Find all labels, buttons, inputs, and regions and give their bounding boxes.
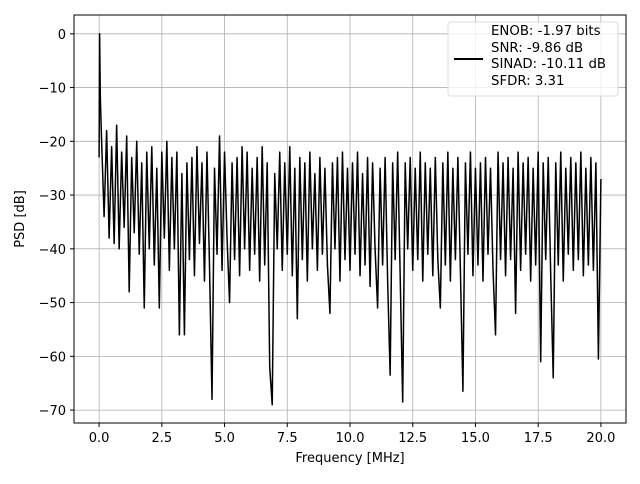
y-tick-label: −60 xyxy=(39,350,66,365)
plot xyxy=(98,33,602,406)
y-tick-label: −70 xyxy=(39,404,66,419)
x-tick-label: 10.0 xyxy=(336,431,365,446)
y-axis-label: PSD [dB] xyxy=(13,190,28,248)
y-tick-label: 0 xyxy=(58,28,66,43)
y-tick-label: −20 xyxy=(39,135,66,150)
legend xyxy=(447,21,619,97)
legend-box xyxy=(447,21,619,97)
x-axis-label: Frequency [MHz] xyxy=(295,451,404,466)
y-tick-label: −10 xyxy=(39,82,66,97)
x-tick-label: 20.0 xyxy=(586,431,615,446)
x-tick-label: 7.5 xyxy=(277,431,298,446)
y-tick-label: −40 xyxy=(39,243,66,258)
ticks: 0.0 2.5 5.0 7.5 10.0 12.5 15.0 17.5 20.0 0 −10 −20 −… xyxy=(39,28,616,446)
x-tick-label: 17.5 xyxy=(524,431,553,446)
y-tick-label: −30 xyxy=(39,189,66,204)
x-tick-label: 12.5 xyxy=(398,431,427,446)
x-tick-label: 15.0 xyxy=(461,431,490,446)
x-tick-label: 2.5 xyxy=(151,431,172,446)
legend-label: ENOB: -1.97 bits SNR: -9.86 dB SINAD: -1… xyxy=(491,24,607,89)
x-tick-label: 0.0 xyxy=(89,431,110,446)
data-line xyxy=(98,33,602,406)
x-tick-label: 5.0 xyxy=(214,431,235,446)
y-tick-label: −50 xyxy=(39,297,66,312)
